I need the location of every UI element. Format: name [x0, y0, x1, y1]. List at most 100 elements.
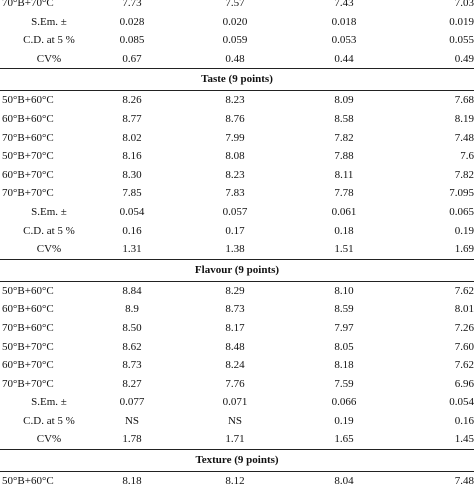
- table-row: S.Em. ± 0.077 0.071 0.066 0.054: [0, 393, 474, 412]
- cell-value: 8.27: [100, 375, 164, 394]
- cell-value: 0.059: [203, 31, 267, 50]
- cell-value: 0.17: [203, 222, 267, 241]
- cell-value: 7.62: [400, 356, 474, 375]
- table-row: CV% 0.67 0.48 0.44 0.49: [0, 50, 474, 69]
- table-row: C.D. at 5 % NS NS 0.19 0.16: [0, 412, 474, 431]
- table-row: 70°B+70°C 8.27 7.76 7.59 6.96: [0, 375, 474, 394]
- cell-value: 0.018: [312, 13, 376, 32]
- cell-value: 8.19: [400, 110, 474, 129]
- table-row: CV% 1.31 1.38 1.51 1.69: [0, 240, 474, 259]
- section-heading: Flavour (9 points): [0, 259, 474, 282]
- section-heading: Texture (9 points): [0, 449, 474, 472]
- row-label: 70°B+70°C: [2, 184, 54, 203]
- cell-value: 8.04: [312, 472, 376, 491]
- row-label: S.Em. ±: [0, 13, 98, 32]
- table-row: 60°B+70°C 8.30 8.23 8.11 7.82: [0, 166, 474, 185]
- cell-value: 8.26: [100, 91, 164, 110]
- cell-value: 8.59: [312, 300, 376, 319]
- cell-value: 8.18: [100, 472, 164, 491]
- table-row: 50°B+60°C 8.84 8.29 8.10 7.62: [0, 282, 474, 301]
- row-label: 50°B+70°C: [2, 338, 54, 357]
- row-label: 60°B+60°C: [2, 110, 54, 129]
- table-row: 70°B+70°C 7.85 7.83 7.78 7.095: [0, 184, 474, 203]
- table-row: 50°B+70°C 8.62 8.48 8.05 7.60: [0, 338, 474, 357]
- table-row: 70°B+60°C 8.50 8.17 7.97 7.26: [0, 319, 474, 338]
- cell-value: 1.78: [100, 430, 164, 449]
- cell-value: 6.96: [400, 375, 474, 394]
- row-label: 50°B+60°C: [2, 472, 54, 491]
- row-label: 70°B+70°C: [2, 375, 54, 394]
- cell-value: 8.09: [312, 91, 376, 110]
- cell-value: 7.43: [312, 0, 376, 13]
- cell-value: 0.066: [312, 393, 376, 412]
- cell-value: NS: [100, 412, 164, 431]
- cell-value: 0.16: [100, 222, 164, 241]
- cell-value: 7.97: [312, 319, 376, 338]
- cell-value: 1.65: [312, 430, 376, 449]
- row-label: 60°B+70°C: [2, 166, 54, 185]
- row-label: 50°B+70°C: [2, 147, 54, 166]
- cell-value: 8.30: [100, 166, 164, 185]
- row-label: 70°B+60°C: [2, 319, 54, 338]
- table-row: 60°B+70°C 8.73 8.24 8.18 7.62: [0, 356, 474, 375]
- cell-value: 8.73: [203, 300, 267, 319]
- cell-value: 0.061: [312, 203, 376, 222]
- cell-value: 0.019: [400, 13, 474, 32]
- cell-value: 7.59: [312, 375, 376, 394]
- cell-value: 7.62: [400, 282, 474, 301]
- cell-value: 8.02: [100, 129, 164, 148]
- cell-value: 8.62: [100, 338, 164, 357]
- table-row: 50°B+70°C 8.16 8.08 7.88 7.6: [0, 147, 474, 166]
- cell-value: 0.18: [312, 222, 376, 241]
- cell-value: 0.071: [203, 393, 267, 412]
- cell-value: 8.50: [100, 319, 164, 338]
- cell-value: 8.23: [203, 166, 267, 185]
- row-label: CV%: [0, 240, 98, 259]
- cell-value: 0.065: [400, 203, 474, 222]
- cell-value: 0.085: [100, 31, 164, 50]
- cell-value: 8.05: [312, 338, 376, 357]
- table-row: C.D. at 5 % 0.085 0.059 0.053 0.055: [0, 31, 474, 50]
- cell-value: 0.19: [400, 222, 474, 241]
- cell-value: 0.44: [312, 50, 376, 69]
- cell-value: 0.054: [100, 203, 164, 222]
- cell-value: 7.6: [400, 147, 474, 166]
- cell-value: 7.60: [400, 338, 474, 357]
- cell-value: 8.77: [100, 110, 164, 129]
- cell-value: 0.48: [203, 50, 267, 69]
- cell-value: 7.78: [312, 184, 376, 203]
- cell-value: 7.85: [100, 184, 164, 203]
- cell-value: 7.76: [203, 375, 267, 394]
- cell-value: 7.26: [400, 319, 474, 338]
- table-row: S.Em. ± 0.054 0.057 0.061 0.065: [0, 203, 474, 222]
- cell-value: 8.48: [203, 338, 267, 357]
- cell-value: 0.16: [400, 412, 474, 431]
- cell-value: 7.03: [400, 0, 474, 13]
- table-row: 70°B+60°C 8.02 7.99 7.82 7.48: [0, 129, 474, 148]
- cell-value: 0.054: [400, 393, 474, 412]
- cell-value: 7.73: [100, 0, 164, 13]
- cell-value: 0.028: [100, 13, 164, 32]
- row-label: CV%: [0, 430, 98, 449]
- section-heading: Taste (9 points): [0, 68, 474, 91]
- cell-value: 7.99: [203, 129, 267, 148]
- cell-value: 8.29: [203, 282, 267, 301]
- table-row: S.Em. ± 0.028 0.020 0.018 0.019: [0, 13, 474, 32]
- cell-value: 1.45: [400, 430, 474, 449]
- cell-value: 8.23: [203, 91, 267, 110]
- table-row: C.D. at 5 % 0.16 0.17 0.18 0.19: [0, 222, 474, 241]
- row-label: 70°B+70°C: [2, 0, 54, 13]
- cell-value: 0.67: [100, 50, 164, 69]
- cell-value: 8.17: [203, 319, 267, 338]
- cell-value: 1.69: [400, 240, 474, 259]
- cell-value: 0.055: [400, 31, 474, 50]
- table-row: 60°B+60°C 8.77 8.76 8.58 8.19: [0, 110, 474, 129]
- cell-value: 8.10: [312, 282, 376, 301]
- row-label: CV%: [0, 50, 98, 69]
- cell-value: 7.68: [400, 91, 474, 110]
- row-label: S.Em. ±: [0, 393, 98, 412]
- cell-value: 7.48: [400, 129, 474, 148]
- cell-value: 0.053: [312, 31, 376, 50]
- row-label: C.D. at 5 %: [0, 412, 98, 431]
